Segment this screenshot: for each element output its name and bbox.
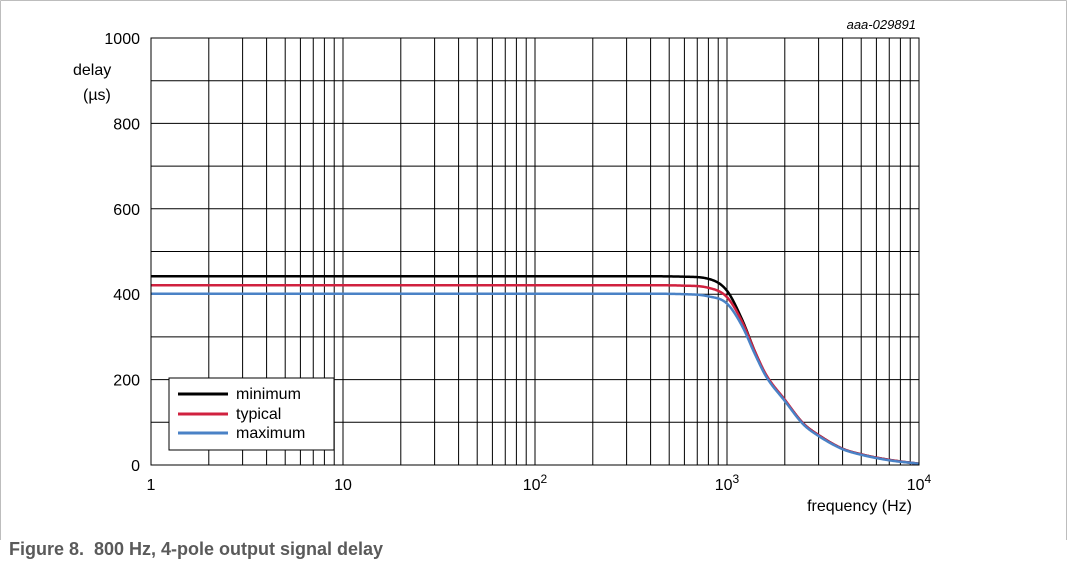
legend-label-typical: typical <box>236 406 281 423</box>
delay-chart: 0 200 400 600 800 1000 1 10 102 103 104 aaa-02989… <box>0 0 1067 540</box>
figure-id: aaa-029891 <box>847 17 916 32</box>
x-tick-label: 10 <box>334 477 352 494</box>
y-tick-label: 0 <box>131 458 140 475</box>
curves <box>151 275 920 465</box>
x-axis-label: frequency (Hz) <box>807 498 912 515</box>
legend-label-minimum: minimum <box>236 386 301 403</box>
y-tick-label: 200 <box>113 373 140 390</box>
x-tick-labels: 1 10 102 103 104 <box>147 472 932 494</box>
x-tick-label: 103 <box>715 472 740 494</box>
y-axis-label-line1: delay <box>73 62 111 79</box>
legend-label-maximum: maximum <box>236 425 305 442</box>
y-tick-label: 1000 <box>104 31 140 48</box>
y-axis-label-line2: (µs) <box>83 87 111 104</box>
plot-area-border <box>150 37 920 466</box>
x-tick-label: 104 <box>907 472 932 494</box>
series-line-maximum <box>151 292 920 465</box>
x-tick-label: 1 <box>147 477 156 494</box>
legend: minimum typical maximum <box>168 377 335 451</box>
x-tick-label: 102 <box>523 472 548 494</box>
y-tick-label: 600 <box>113 202 140 219</box>
figure-caption-text: 800 Hz, 4-pole output signal delay <box>94 539 384 559</box>
y-tick-label: 400 <box>113 287 140 304</box>
grid <box>151 38 919 465</box>
y-tick-label: 800 <box>113 116 140 133</box>
y-tick-labels: 0 200 400 600 800 1000 <box>104 31 140 475</box>
figure-number: Figure 8. <box>9 539 85 559</box>
figure-caption: Figure 8. 800 Hz, 4-pole output signal de… <box>9 539 393 560</box>
